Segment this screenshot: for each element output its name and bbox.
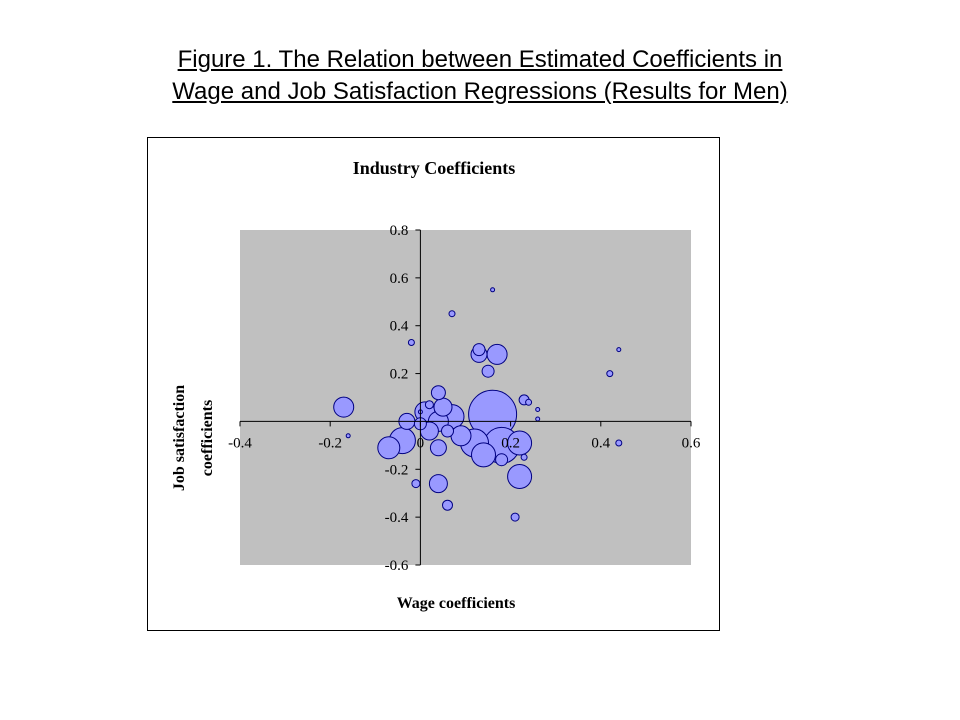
- data-point: [507, 464, 533, 489]
- data-point: [430, 385, 446, 401]
- data-point: [450, 425, 472, 447]
- data-point: [510, 512, 520, 522]
- x-tick-label: 0: [417, 435, 425, 451]
- x-tick-label: 0.4: [591, 435, 610, 451]
- x-tick-label: 0.6: [682, 435, 701, 451]
- data-point: [429, 439, 447, 457]
- data-point: [606, 370, 614, 378]
- y-tick-label: -0.2: [385, 462, 409, 478]
- data-points: [333, 287, 623, 522]
- data-point: [471, 442, 496, 468]
- data-point: [448, 310, 456, 318]
- data-point: [490, 287, 496, 293]
- data-point: [345, 433, 351, 439]
- data-point: [472, 343, 486, 357]
- data-point: [441, 424, 454, 438]
- slide-title-line-1: Figure 1. The Relation between Estimated…: [177, 46, 783, 73]
- x-tick-label: 0.2: [501, 435, 520, 451]
- tick-labels: -0.4 -0.2 0 0.2 0.4 0.6 0.8 0.6 0.4 0.2 -0.2 -0.4 -0…: [228, 223, 701, 574]
- chart-title: Industry Coefficients: [353, 158, 516, 178]
- axes: [240, 230, 691, 565]
- data-point: [507, 430, 533, 456]
- data-point: [486, 343, 508, 365]
- x-tick-label: -0.4: [228, 435, 252, 451]
- data-point: [407, 339, 415, 346]
- y-tick-label: 0.2: [390, 367, 409, 383]
- data-point: [535, 416, 541, 422]
- y-tick-label: 0.8: [390, 223, 409, 239]
- data-point: [442, 499, 453, 511]
- y-tick-label: 0.4: [390, 319, 409, 335]
- slide-title: Figure 1. The Relation between Estimated…: [0, 44, 960, 108]
- y-tick-label: 0.6: [390, 271, 409, 287]
- data-point: [535, 407, 541, 412]
- data-point: [411, 479, 421, 489]
- chart-area: Industry Coefficients -0.4 -0.2 0 0.2 0.4 0.6…: [147, 137, 720, 631]
- plot-area: [240, 230, 691, 565]
- data-point: [525, 398, 533, 406]
- data-point: [615, 439, 623, 447]
- slide-title-line-2: Wage and Job Satisfaction Regressions (R…: [172, 78, 788, 105]
- data-point: [424, 400, 434, 410]
- y-axis-label: Job satisfaction coefficients: [171, 385, 216, 491]
- data-point: [433, 397, 453, 417]
- data-point: [377, 436, 401, 460]
- y-tick-label: -0.4: [385, 510, 409, 526]
- data-point: [428, 474, 448, 494]
- data-point: [616, 347, 622, 353]
- data-point: [481, 364, 495, 378]
- scatter-chart: Industry Coefficients -0.4 -0.2 0 0.2 0.4 0.6…: [171, 158, 701, 612]
- data-point: [495, 453, 509, 467]
- y-tick-label: -0.6: [385, 558, 409, 574]
- x-tick-label: -0.2: [318, 435, 342, 451]
- data-point: [333, 396, 355, 418]
- data-point: [520, 453, 528, 461]
- y-axis-label-line-2: coefficients: [199, 400, 216, 476]
- x-axis-label: Wage coefficients: [397, 595, 516, 612]
- y-axis-label-line-1: Job satisfaction: [171, 385, 188, 491]
